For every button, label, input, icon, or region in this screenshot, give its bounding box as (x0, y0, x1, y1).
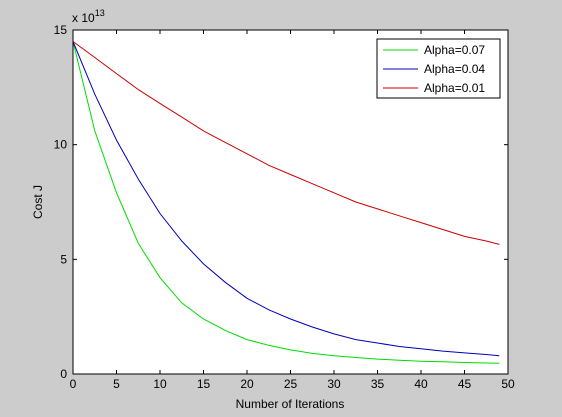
x-tick-label: 40 (414, 377, 428, 391)
y-exponent-base: x 10 (72, 11, 95, 25)
x-axis-ticks: 0 5 10 15 20 25 30 35 40 45 50 (70, 30, 515, 391)
series-line-3 (72, 41, 500, 245)
y-tick-label: 0 (60, 367, 67, 381)
x-tick-label: 25 (284, 377, 298, 391)
legend-label-3: Alpha=0.01 (424, 81, 485, 95)
x-tick-label: 50 (501, 377, 515, 391)
legend-label-2: Alpha=0.04 (424, 62, 485, 76)
x-axis-label: Number of Iterations (236, 397, 345, 411)
y-axis-label: Cost J (31, 185, 45, 219)
x-tick-label: 15 (197, 377, 211, 391)
series-layer (72, 41, 500, 364)
y-axis-ticks: 0 5 10 15 (54, 23, 508, 381)
legend-label-1: Alpha=0.07 (424, 43, 485, 57)
x-tick-label: 0 (70, 377, 77, 391)
x-tick-label: 30 (327, 377, 341, 391)
x-tick-label: 45 (458, 377, 472, 391)
x-tick-label: 10 (153, 377, 167, 391)
y-tick-label: 10 (54, 138, 68, 152)
y-exponent-power: 13 (95, 8, 105, 18)
x-tick-label: 35 (371, 377, 385, 391)
series-line-1 (72, 41, 500, 364)
y-tick-label: 5 (60, 252, 67, 266)
y-exponent-label: x 1013 (72, 8, 105, 25)
x-tick-label: 20 (240, 377, 254, 391)
series-line-2 (72, 41, 500, 357)
legend: Alpha=0.07 Alpha=0.04 Alpha=0.01 (376, 38, 501, 99)
legend-entries: Alpha=0.07 Alpha=0.04 Alpha=0.01 (383, 43, 485, 95)
y-tick-label: 15 (54, 23, 68, 37)
x-tick-label: 5 (113, 377, 120, 391)
